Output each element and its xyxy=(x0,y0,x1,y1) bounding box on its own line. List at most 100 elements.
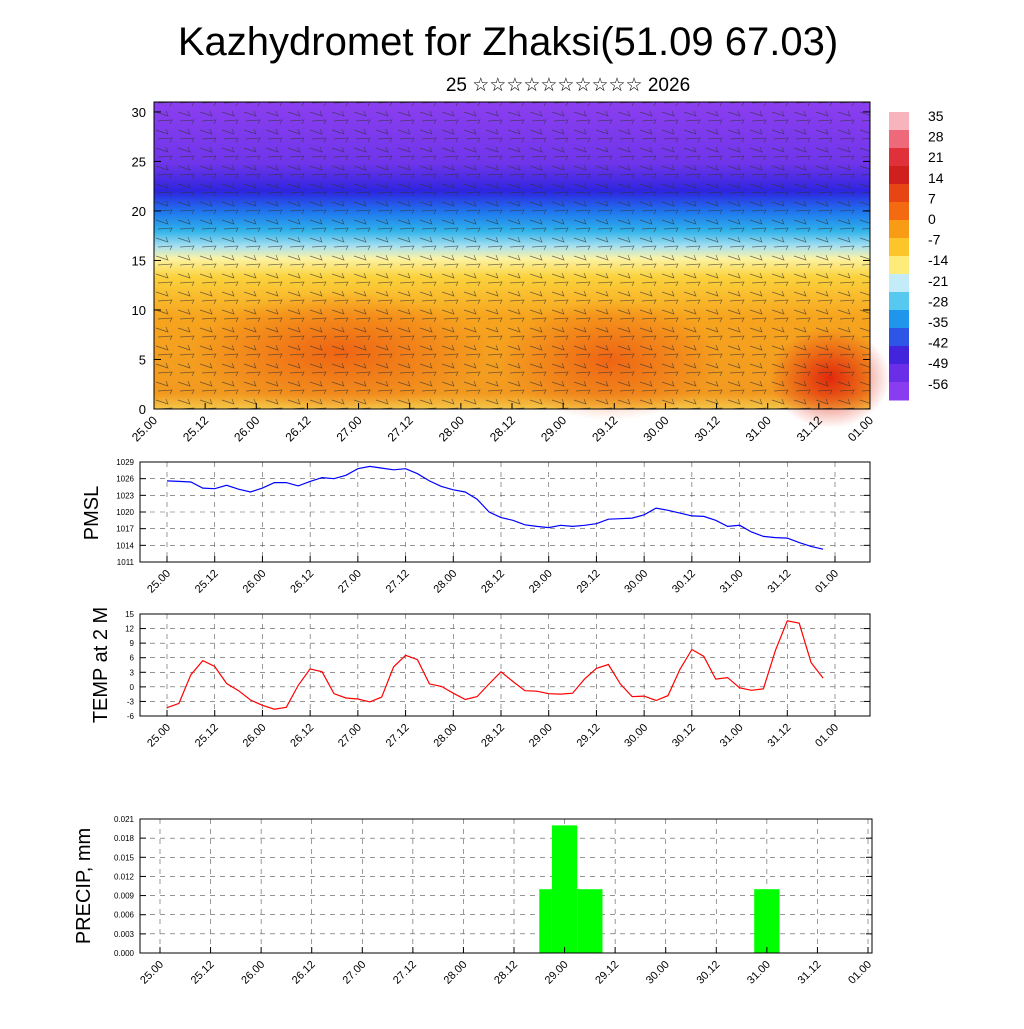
temp-ytick-label: 12 xyxy=(125,625,134,634)
vertical-section-panel: 0 5 10 15 20 25 30 25.00 25.12 26.00 26.12 27.00 27… xyxy=(129,101,948,444)
section-ytick-label: 20 xyxy=(132,204,146,219)
section-ytick-label: 10 xyxy=(132,303,146,318)
precip-x-tick-label: 30.12 xyxy=(694,959,722,987)
pmsl-panel: PMSL 1011 1014 1017 1020 1023 1026 1029 25.00 2… xyxy=(81,458,871,596)
precip-x-tick-label: 28.12 xyxy=(492,959,520,987)
colorbar-segment xyxy=(889,238,909,257)
pmsl-x-tick-label: 31.00 xyxy=(718,568,746,596)
precip-panel: PRECIP, mm 0.000 0.003 0.006 0.009 0.012 0.01… xyxy=(73,815,874,987)
temp-ytick-label: 15 xyxy=(125,610,134,619)
section-x-tick-label: 28.00 xyxy=(436,413,467,444)
precip-x-tick-label: 31.00 xyxy=(745,959,773,987)
pmsl-ytick-label: 1011 xyxy=(117,558,135,567)
temp-x-tick-label: 27.00 xyxy=(336,722,364,750)
pmsl-x-tick-label: 27.12 xyxy=(384,568,412,596)
temp-x-tick-label: 31.12 xyxy=(765,722,793,750)
pmsl-ytick-label: 1026 xyxy=(116,475,134,484)
section-x-tick-label: 25.00 xyxy=(129,413,160,444)
temp-x-tick-label: 29.12 xyxy=(575,722,603,750)
temp-x-tick-label: 29.00 xyxy=(527,722,555,750)
precip-frame xyxy=(139,818,873,954)
temp-x-tick-label: 31.00 xyxy=(718,722,746,750)
precip-x-tick-label: 01.00 xyxy=(846,959,874,987)
colorbar-label: 0 xyxy=(928,211,936,227)
pmsl-x-tick-label: 27.00 xyxy=(336,568,364,596)
colorbar-segment xyxy=(889,112,909,131)
temp-panel: TEMP at 2 M -6 -3 0 3 6 9 12 15 25.00 25.12 26.00… xyxy=(90,607,871,750)
precip-bars xyxy=(539,825,780,953)
precip-bar xyxy=(577,889,603,953)
colorbar-segment xyxy=(889,148,909,167)
pmsl-x-tick-label: 30.00 xyxy=(622,568,650,596)
temp-x-tick-label: 25.00 xyxy=(145,722,173,750)
colorbar-segment xyxy=(889,310,909,329)
precip-bar xyxy=(539,889,552,953)
colorbar-label: -28 xyxy=(928,293,948,309)
precip-ytick-label: 0.012 xyxy=(114,872,135,881)
colorbar-segment xyxy=(889,184,909,203)
temp-x-tick-label: 25.12 xyxy=(193,722,221,750)
section-x-tick-label: 26.12 xyxy=(282,413,313,444)
section-x-tick-label: 27.00 xyxy=(334,413,365,444)
section-x-tick-label: 31.00 xyxy=(743,413,774,444)
precip-x-tick-label: 31.12 xyxy=(796,959,824,987)
precip-y-axis: 0.000 0.003 0.006 0.009 0.012 0.015 0.018 0.021 xyxy=(114,815,872,958)
section-x-tick-label: 30.12 xyxy=(692,413,723,444)
colorbar-label: -35 xyxy=(928,314,948,330)
section-y-axis: 0 5 10 15 20 25 30 xyxy=(132,105,870,417)
section-ytick-label: 5 xyxy=(139,352,146,367)
precip-x-tick-label: 27.12 xyxy=(391,959,419,987)
pmsl-ytick-label: 1029 xyxy=(116,458,134,467)
colorbar-label: 14 xyxy=(928,170,944,186)
temp-x-tick-label: 30.12 xyxy=(670,722,698,750)
pmsl-ytick-label: 1017 xyxy=(116,525,134,534)
temp-ylabel: TEMP at 2 M xyxy=(90,607,112,723)
precip-ytick-label: 0.000 xyxy=(114,949,135,958)
precip-x-tick-label: 30.00 xyxy=(644,959,672,987)
temp-x-tick-label: 26.12 xyxy=(288,722,316,750)
precip-bar xyxy=(754,889,780,953)
colorbar-segment xyxy=(889,328,909,347)
colorbar-label: 28 xyxy=(928,129,944,145)
colorbar-label: 7 xyxy=(928,190,936,206)
pmsl-x-tick-label: 29.00 xyxy=(527,568,555,596)
temp-x-tick-label: 01.00 xyxy=(813,722,841,750)
temp-ytick-label: 9 xyxy=(130,639,135,648)
section-ytick-label: 15 xyxy=(132,253,146,268)
colorbar-segment xyxy=(889,382,909,401)
pmsl-ytick-label: 1023 xyxy=(116,491,134,500)
precip-x-tick-label: 25.00 xyxy=(138,959,166,987)
temp-ytick-label: -3 xyxy=(127,697,135,706)
colorbar: 35 28 21 14 7 0 -7 -14 -21 -28 -35 -42 -49 -56 xyxy=(889,108,948,401)
colorbar-label: -42 xyxy=(928,335,948,351)
section-x-tick-label: 28.12 xyxy=(487,413,518,444)
section-x-tick-label: 26.00 xyxy=(231,413,262,444)
temp-series-line xyxy=(166,620,824,710)
colorbar-segment xyxy=(889,256,909,275)
pmsl-ytick-label: 1020 xyxy=(116,508,134,517)
precip-bar xyxy=(551,825,578,953)
pmsl-x-tick-label: 28.12 xyxy=(479,568,507,596)
colorbar-label: 35 xyxy=(928,108,944,124)
colorbar-label: -49 xyxy=(928,355,948,371)
pmsl-x-tick-label: 01.00 xyxy=(813,568,841,596)
precip-x-tick-label: 29.00 xyxy=(543,959,571,987)
pmsl-ytick-label: 1014 xyxy=(116,541,134,550)
colorbar-label: -21 xyxy=(928,273,948,289)
precip-ytick-label: 0.006 xyxy=(114,911,135,920)
pmsl-x-tick-label: 25.12 xyxy=(193,568,221,596)
colorbar-segment xyxy=(889,130,909,149)
colorbar-segment xyxy=(889,274,909,293)
pmsl-x-tick-label: 26.12 xyxy=(288,568,316,596)
temp-x-tick-label: 28.00 xyxy=(431,722,459,750)
pmsl-series-line xyxy=(166,465,824,550)
temp-x-tick-label: 28.12 xyxy=(479,722,507,750)
temp-ytick-label: -6 xyxy=(127,712,135,721)
pmsl-x-tick-label: 25.00 xyxy=(145,568,173,596)
temp-ytick-label: 3 xyxy=(130,668,135,677)
precip-x-tick-label: 25.12 xyxy=(189,959,217,987)
section-ytick-label: 25 xyxy=(132,154,146,169)
pmsl-x-tick-label: 29.12 xyxy=(575,568,603,596)
